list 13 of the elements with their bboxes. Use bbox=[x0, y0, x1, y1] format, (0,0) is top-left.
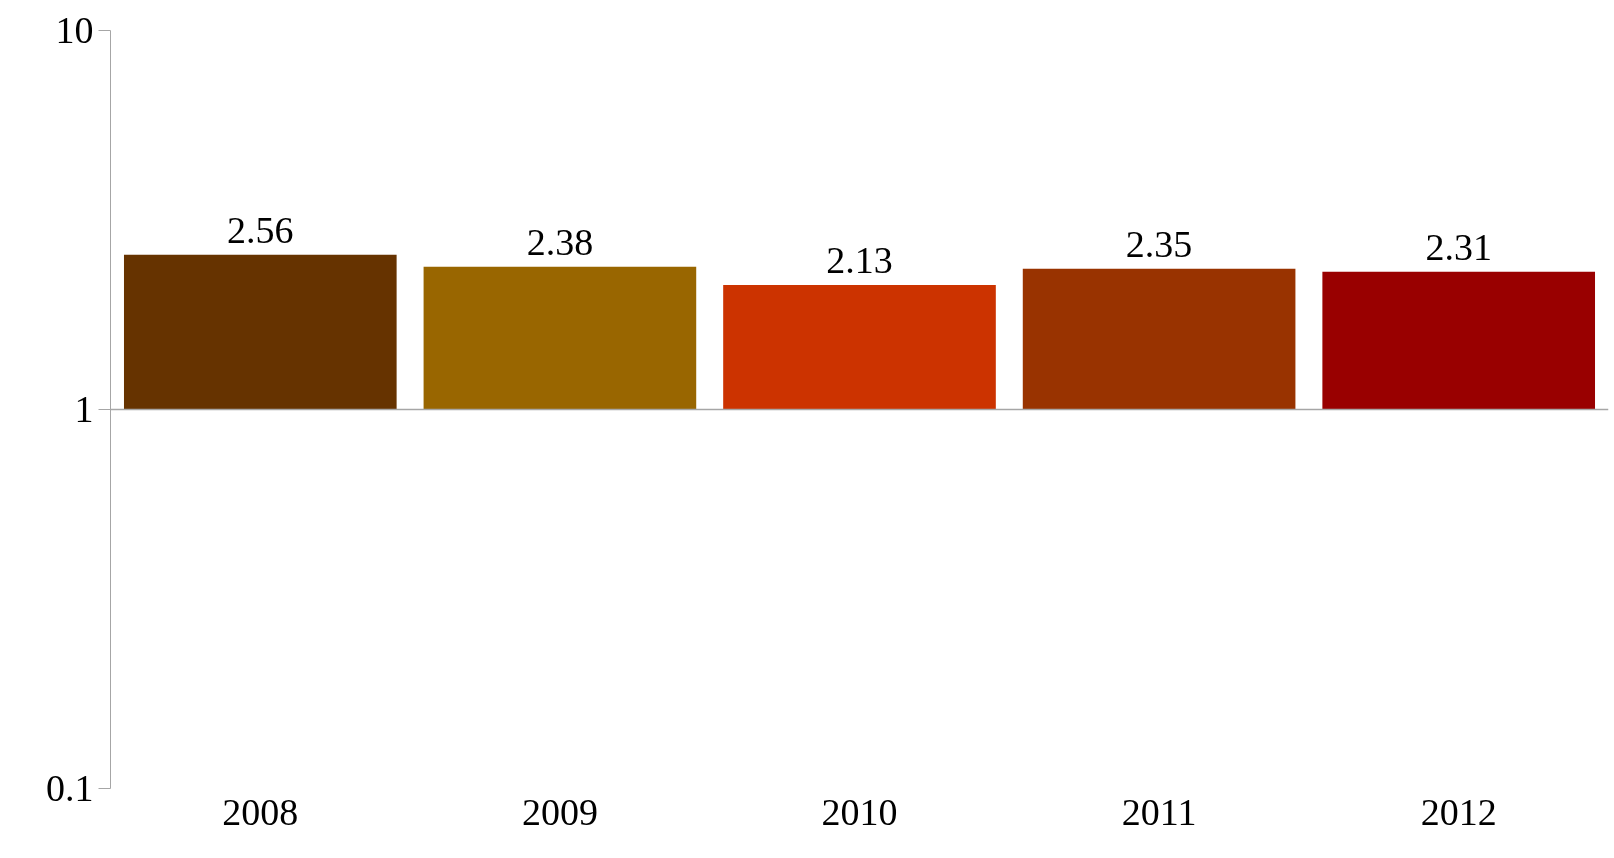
x-tick-label: 2009 bbox=[521, 790, 598, 833]
x-tick-label: 2011 bbox=[1121, 790, 1197, 833]
x-tick-label: 2008 bbox=[222, 790, 299, 833]
y-tick-label: 0.1 bbox=[46, 767, 94, 809]
x-tick-label: 2012 bbox=[1420, 790, 1497, 833]
data-label: 2.13 bbox=[826, 239, 893, 282]
y-tick-label: 10 bbox=[55, 9, 94, 51]
data-label: 2.31 bbox=[1425, 225, 1492, 268]
y-tick-label: 1 bbox=[74, 388, 94, 430]
data-label: 2.35 bbox=[1125, 222, 1193, 265]
data-label: 2.38 bbox=[526, 220, 594, 263]
x-tick-label: 2010 bbox=[821, 790, 898, 833]
data-label: 2.56 bbox=[227, 208, 294, 251]
